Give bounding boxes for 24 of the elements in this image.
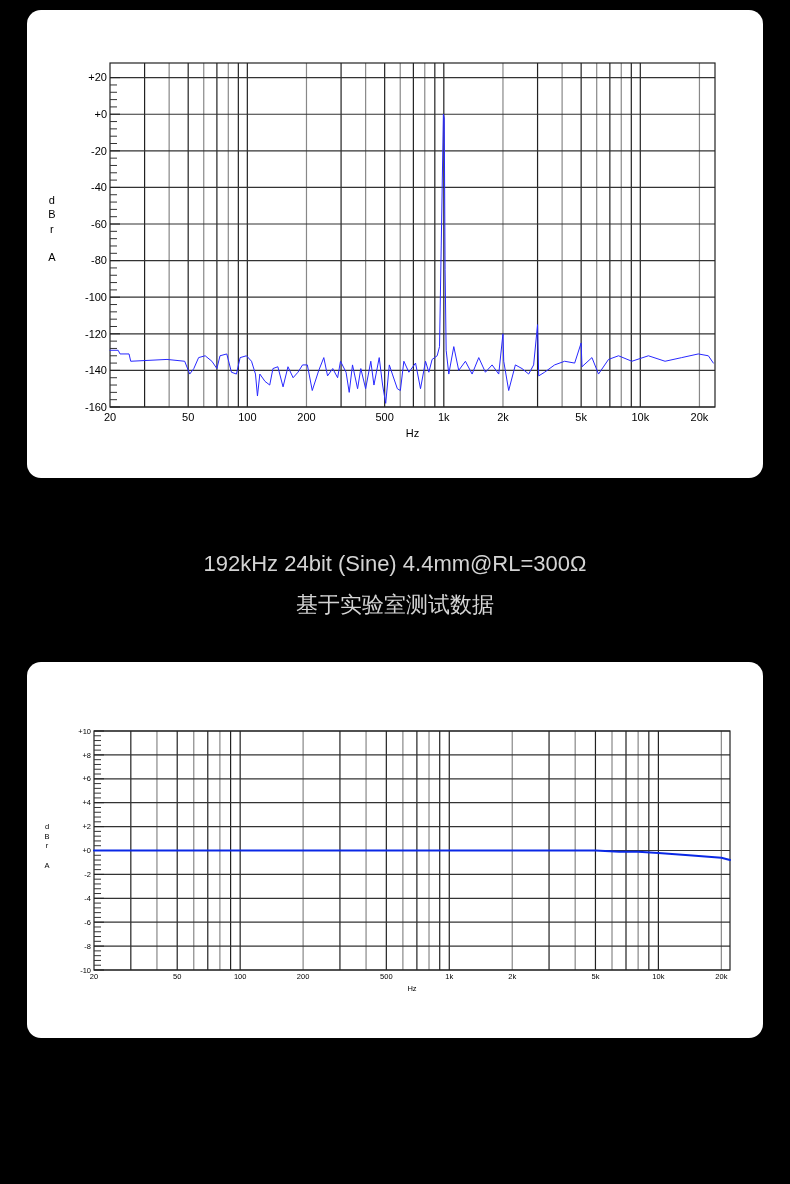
- y-tick-label: +20: [88, 71, 107, 84]
- x-tick-label: 20k: [690, 410, 709, 423]
- x-axis-title: Hz: [405, 427, 420, 440]
- y-tick-label: +0: [94, 108, 107, 121]
- x-tick-label: 20: [103, 410, 117, 423]
- text: 192kHz 24bit (Sine) 4.4mm@RL=300Ω: [203, 551, 587, 576]
- y-tick-label: -100: [84, 291, 107, 304]
- text: dBr A: [48, 194, 56, 264]
- y-tick-label: -140: [84, 364, 107, 377]
- x-tick-label: 50: [182, 410, 195, 423]
- y-tick-label: -60: [91, 217, 107, 230]
- x-tick-label: 2k: [497, 410, 510, 423]
- y-tick-label: -20: [91, 144, 107, 157]
- text: 基于实验室测试数据: [296, 592, 494, 617]
- x-tick-label: 1k: [438, 410, 451, 423]
- y-tick-label: -160: [84, 400, 107, 413]
- y-tick-label: -120: [84, 327, 107, 340]
- x-tick-label: 200: [297, 410, 316, 423]
- y-tick-label: -40: [91, 181, 107, 194]
- x-tick-label: 500: [375, 410, 394, 423]
- x-tick-label: 100: [238, 410, 257, 423]
- x-tick-label: 10k: [631, 410, 650, 423]
- y-tick-label: -80: [91, 254, 107, 267]
- x-tick-label: 5k: [575, 410, 588, 423]
